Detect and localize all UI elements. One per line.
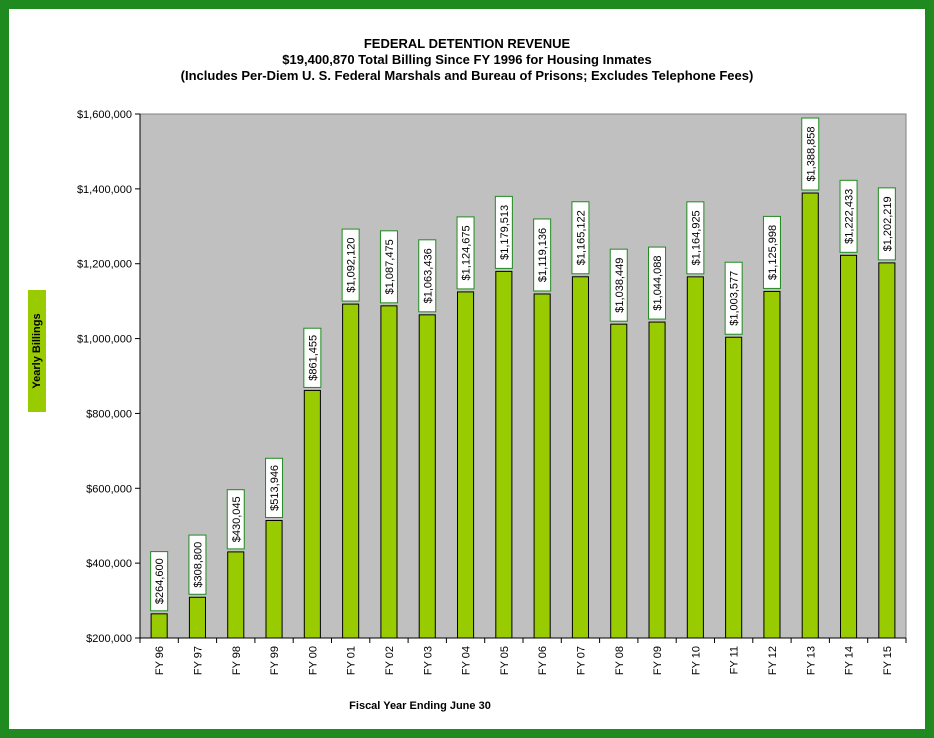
y-axis-label-box	[28, 290, 46, 412]
data-label: $1,092,120	[346, 238, 358, 293]
data-label: $1,063,436	[422, 248, 434, 303]
data-label: $1,222,433	[844, 189, 856, 244]
x-tick-label: FY 01	[346, 646, 358, 675]
x-tick-label: FY 02	[384, 646, 396, 675]
bar	[763, 290, 781, 639]
data-label-box	[418, 239, 437, 313]
x-tick-label: FY 07	[575, 646, 587, 675]
x-tick-label: FY 97	[192, 646, 204, 675]
x-tick-label: FY 99	[269, 646, 281, 675]
data-label-box	[226, 489, 245, 550]
x-tick-label: FY 13	[805, 646, 817, 675]
x-tick-label: FY 96	[154, 646, 166, 675]
x-tick-label: FY 09	[652, 646, 664, 675]
data-label: $861,455	[307, 335, 319, 381]
x-tick-label: FY 06	[537, 646, 549, 675]
bar	[227, 551, 245, 639]
bar	[571, 276, 589, 639]
data-label: $1,164,925	[690, 210, 702, 265]
bar	[648, 321, 666, 639]
data-label-box	[762, 215, 781, 289]
bar	[878, 262, 896, 639]
data-label: $1,179,513	[499, 205, 511, 260]
chart-titles: FEDERAL DETENTION REVENUE $19,400,870 To…	[0, 36, 934, 84]
bar	[686, 276, 704, 639]
data-label-box	[648, 246, 667, 320]
data-label-box	[456, 216, 475, 290]
chart-subtitle-note: (Includes Per-Diem U. S. Federal Marshal…	[180, 68, 754, 83]
data-label-box	[150, 551, 169, 612]
data-label-box	[188, 534, 207, 595]
bar	[801, 192, 819, 639]
chart-subtitle: $19,400,870 Total Billing Since FY 1996 …	[282, 52, 652, 67]
x-tick-label: FY 14	[844, 646, 856, 675]
data-label: $308,800	[192, 542, 204, 588]
data-label: $1,202,219	[882, 196, 894, 251]
data-label-box	[686, 201, 705, 275]
y-tick-label: $1,400,000	[77, 184, 132, 196]
data-label-box	[801, 117, 820, 191]
x-tick-label: FY 04	[461, 646, 473, 675]
x-axis-label: Fiscal Year Ending June 30	[349, 700, 491, 712]
bar	[533, 293, 551, 639]
y-axis-label: Yearly Billings	[31, 313, 43, 389]
plot-area	[139, 113, 907, 639]
x-tick-label: FY 12	[767, 646, 779, 675]
data-label-box	[724, 261, 743, 335]
data-label: $1,119,136	[537, 228, 549, 282]
data-label: $1,044,088	[652, 256, 664, 311]
bar	[380, 305, 398, 639]
x-tick-label: FY 11	[729, 646, 741, 674]
y-tick-label: $200,000	[86, 633, 132, 645]
data-label-box	[494, 195, 513, 269]
data-label: $264,600	[154, 558, 166, 604]
bar	[150, 613, 168, 639]
y-tick-label: $400,000	[86, 558, 132, 570]
bar	[342, 303, 360, 639]
x-tick-label: FY 10	[690, 646, 702, 675]
bar	[725, 336, 743, 639]
bar	[303, 389, 321, 639]
x-tick-label: FY 08	[614, 646, 626, 675]
data-label-box	[303, 327, 322, 388]
bar	[265, 519, 283, 639]
data-label-box	[379, 230, 398, 304]
data-label-box	[839, 179, 858, 253]
bar	[840, 254, 858, 639]
data-label: $1,165,122	[575, 210, 587, 265]
data-label: $1,003,577	[729, 271, 741, 326]
bar	[495, 270, 513, 639]
data-label: $1,038,449	[614, 258, 626, 313]
chart-title: FEDERAL DETENTION REVENUE	[363, 36, 571, 51]
data-label-box	[341, 228, 360, 302]
y-tick-label: $600,000	[86, 483, 132, 495]
data-label-box	[571, 201, 590, 275]
data-label-box	[265, 457, 284, 518]
data-label: $430,045	[231, 496, 243, 542]
data-label: $1,388,858	[805, 126, 817, 181]
bar	[188, 596, 206, 639]
data-label: $1,124,675	[461, 225, 473, 280]
y-tick-label: $1,200,000	[77, 259, 132, 271]
data-label: $1,125,998	[767, 225, 779, 280]
x-tick-label: FY 00	[307, 646, 319, 675]
x-tick-label: FY 15	[882, 646, 894, 675]
bar	[457, 291, 475, 639]
y-tick-label: $800,000	[86, 408, 132, 420]
y-tick-label: $1,000,000	[77, 334, 132, 346]
x-tick-label: FY 05	[499, 646, 511, 675]
x-tick-label: FY 98	[231, 646, 243, 675]
data-label-box	[609, 248, 628, 322]
data-label: $1,087,475	[384, 239, 396, 294]
data-label-box	[877, 187, 896, 261]
y-tick-label: $1,600,000	[77, 109, 132, 121]
data-label-box	[533, 218, 552, 292]
bar	[610, 323, 628, 639]
data-label: $513,946	[269, 465, 281, 511]
bar	[418, 314, 436, 639]
x-tick-label: FY 03	[422, 646, 434, 675]
